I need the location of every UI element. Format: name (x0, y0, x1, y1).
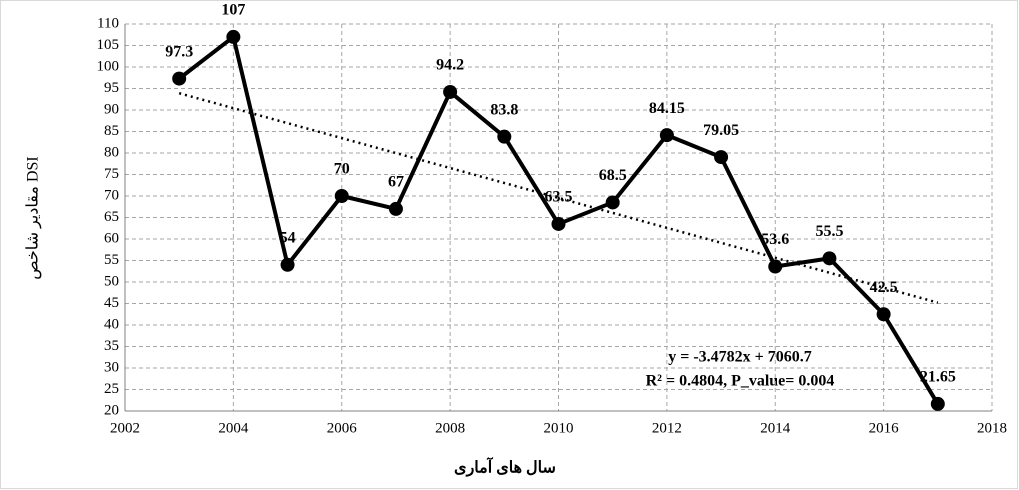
y-tick-label: 30 (104, 359, 119, 375)
data-label: 84.15 (649, 100, 685, 117)
x-tick-label: 2014 (760, 420, 791, 436)
y-tick-label: 90 (104, 101, 119, 117)
data-point (659, 128, 674, 143)
y-tick-label: 70 (104, 187, 119, 203)
data-label: 70 (334, 161, 350, 178)
data-label: 54 (280, 229, 296, 246)
data-point (443, 84, 458, 99)
x-tick-label: 2018 (977, 420, 1007, 436)
data-point (388, 201, 403, 216)
data-label: 107 (221, 2, 245, 19)
y-tick-label: 45 (104, 295, 119, 311)
y-tick-label: 35 (104, 338, 119, 354)
x-axis-label: سال های آماری (454, 456, 556, 478)
y-tick-label: 60 (104, 230, 119, 246)
data-point (876, 307, 891, 322)
x-tick-label: 2016 (869, 420, 900, 436)
annotation: R² = 0.4804, P_value= 0.004 (646, 373, 835, 390)
data-label: 21.65 (920, 369, 956, 386)
y-tick-label: 40 (104, 316, 119, 332)
data-label: 79.05 (703, 122, 739, 139)
data-point (822, 251, 837, 266)
data-label: 83.8 (490, 101, 518, 118)
y-tick-label: 65 (104, 209, 119, 225)
y-tick-label: 80 (104, 144, 119, 160)
data-point (605, 195, 620, 210)
annotation: y = -3.4782x + 7060.7 (668, 349, 812, 366)
y-tick-label: 100 (97, 58, 120, 74)
data-point (551, 216, 566, 231)
data-point (714, 150, 729, 165)
y-tick-label: 50 (104, 273, 119, 289)
data-point (172, 71, 187, 86)
data-label: 67 (388, 174, 404, 191)
data-point (334, 189, 349, 203)
data-label: 94.2 (436, 57, 464, 74)
x-tick-label: 2006 (327, 420, 358, 436)
y-tick-label: 25 (104, 381, 119, 397)
data-point (226, 29, 241, 44)
data-point (768, 259, 783, 274)
y-tick-label: 75 (104, 166, 119, 182)
data-label: 63.5 (545, 189, 573, 206)
trendline (178, 92, 939, 304)
data-point (497, 129, 512, 144)
data-label: 55.5 (815, 223, 843, 240)
data-label: 97.3 (165, 43, 193, 60)
y-tick-label: 85 (104, 123, 119, 139)
y-tick-label: 20 (104, 402, 119, 418)
x-tick-label: 2010 (544, 420, 574, 436)
y-tick-label: 95 (104, 80, 119, 96)
x-tick-label: 2002 (110, 420, 140, 436)
data-label: 53.6 (761, 231, 789, 248)
data-label: 68.5 (599, 167, 627, 184)
y-axis-label: مقادیر شاخص DSI (25, 156, 42, 280)
x-tick-label: 2004 (218, 420, 249, 436)
y-tick-label: 110 (97, 15, 119, 31)
data-label: 42.5 (870, 279, 898, 296)
data-point (280, 257, 295, 272)
y-tick-label: 105 (97, 37, 120, 53)
y-tick-label: 55 (104, 252, 119, 268)
x-tick-label: 2008 (435, 420, 465, 436)
data-point (930, 396, 945, 411)
x-tick-label: 2012 (652, 420, 682, 436)
